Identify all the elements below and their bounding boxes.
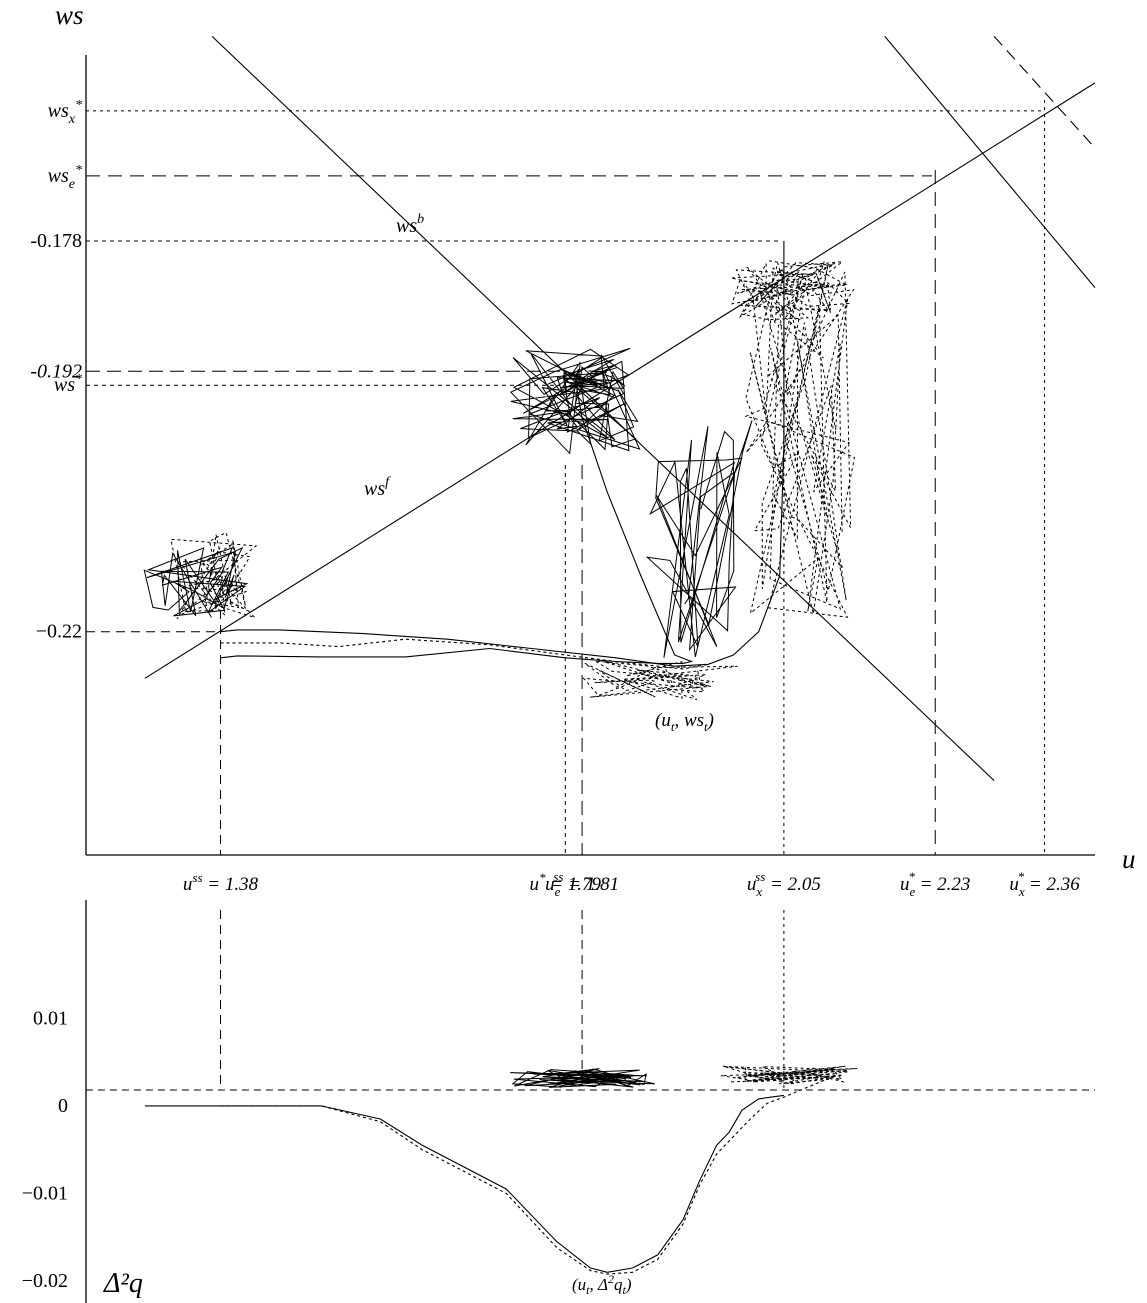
top-y-tick-4: ws* <box>54 372 82 396</box>
bottom-guide-lines <box>220 910 785 1090</box>
top-series-line-5 <box>220 371 694 664</box>
top-series-line-6 <box>220 638 709 670</box>
bottom-dip-dotted <box>582 659 738 701</box>
bottom-series-line-1 <box>220 1079 827 1275</box>
top-x-tick-0: uss = 1.38 <box>183 870 259 895</box>
label-ws-f: wsf <box>364 475 391 500</box>
top-xlabel: u <box>1122 844 1136 874</box>
top-series <box>144 36 1096 781</box>
bottom-cluster-solid <box>510 1068 656 1088</box>
top-x-tick-5: ux* = 2.36 <box>1009 869 1080 899</box>
cluster-mid-core <box>556 364 626 398</box>
top-y-tick-0: wsx* <box>48 98 82 127</box>
top-x-tick-3: uxss = 2.05 <box>747 869 821 899</box>
top-series-line-2 <box>884 36 1096 288</box>
right-wander-dotted <box>744 262 856 618</box>
bottom-panel: 0.01 0 −0.01 −0.02 Δ²q (ut, Δ2qt) <box>22 900 1095 1303</box>
top-x-tick-1: u* = 1.79 <box>529 870 601 895</box>
top-series-line-4 <box>220 241 785 667</box>
top-x-tick-4: ue* = 2.23 <box>900 869 970 899</box>
mid-descent-solid <box>645 420 753 658</box>
label-ws-b: wsb <box>396 212 424 237</box>
top-series-line-1 <box>211 36 995 781</box>
bottom-y-tick-2: −0.01 <box>22 1182 68 1204</box>
label-ut-d2qt: (ut, Δ2qt) <box>572 1272 632 1297</box>
label-ut-wst: (ut, wst) <box>655 710 714 734</box>
cluster-left-dotted <box>170 531 258 620</box>
top-noise-paths <box>143 260 856 701</box>
top-x-tick-2: uess = 1.81 <box>545 869 619 899</box>
bottom-y-tick-labels: 0.01 0 −0.01 −0.02 <box>22 1007 68 1292</box>
bottom-y-tick-0: 0.01 <box>33 1007 68 1029</box>
bottom-cluster-dotted <box>720 1065 858 1085</box>
bottom-series <box>144 1079 827 1275</box>
cluster-right-dotted <box>730 260 850 321</box>
bottom-series-line-0 <box>144 1094 784 1273</box>
bottom-ylabel: Δ²q <box>103 1268 143 1299</box>
top-y-tick-1: wse* <box>48 163 82 192</box>
top-guide-lines <box>86 100 1046 855</box>
top-y-tick-2: -0.178 <box>30 230 82 252</box>
bottom-y-tick-3: −0.02 <box>22 1270 68 1292</box>
bottom-noise-paths <box>510 1065 858 1088</box>
top-series-line-0 <box>144 82 1096 679</box>
bottom-y-tick-1: 0 <box>58 1095 68 1117</box>
top-series-line-3 <box>993 36 1096 149</box>
top-ylabel: ws <box>55 0 84 30</box>
top-y-tick-3: -0.192 <box>30 360 82 382</box>
cluster-mid-solid <box>509 347 641 455</box>
top-y-tick-5: −0.22 <box>36 621 82 643</box>
